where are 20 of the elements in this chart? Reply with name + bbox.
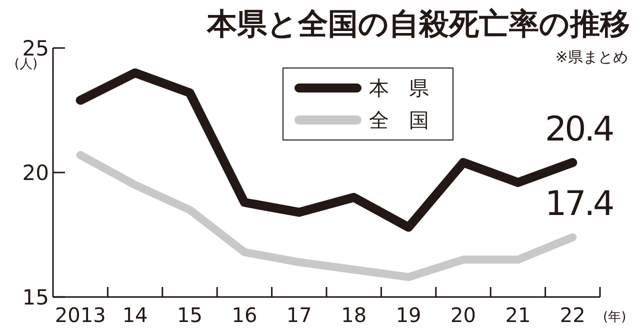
x-tick-label: 14 bbox=[122, 303, 148, 327]
legend-label: 本 県 bbox=[369, 76, 429, 100]
x-tick-label: 19 bbox=[396, 303, 422, 327]
x-tick-label: 22 bbox=[560, 303, 586, 327]
x-tick-label: 21 bbox=[505, 303, 531, 327]
x-tick-label: 17 bbox=[286, 303, 312, 327]
x-tick-label: 16 bbox=[232, 303, 258, 327]
chart-title: 本県と全国の自殺死亡率の推移 bbox=[206, 7, 630, 42]
y-tick-label: 15 bbox=[22, 285, 49, 310]
x-tick-label: 15 bbox=[177, 303, 202, 327]
y-tick-label: 20 bbox=[22, 160, 49, 185]
x-axis-title: (年) bbox=[603, 310, 626, 325]
legend-label: 全 国 bbox=[369, 108, 429, 132]
x-tick-label: 2013 bbox=[54, 303, 106, 327]
annotation: ※県まとめ bbox=[555, 48, 628, 66]
y-axis-title: (人) bbox=[14, 57, 38, 72]
x-tick-label: 18 bbox=[341, 303, 367, 327]
data-label: 17.4 bbox=[544, 184, 614, 224]
data-label: 20.4 bbox=[544, 110, 614, 150]
x-tick-label: 20 bbox=[450, 303, 476, 327]
